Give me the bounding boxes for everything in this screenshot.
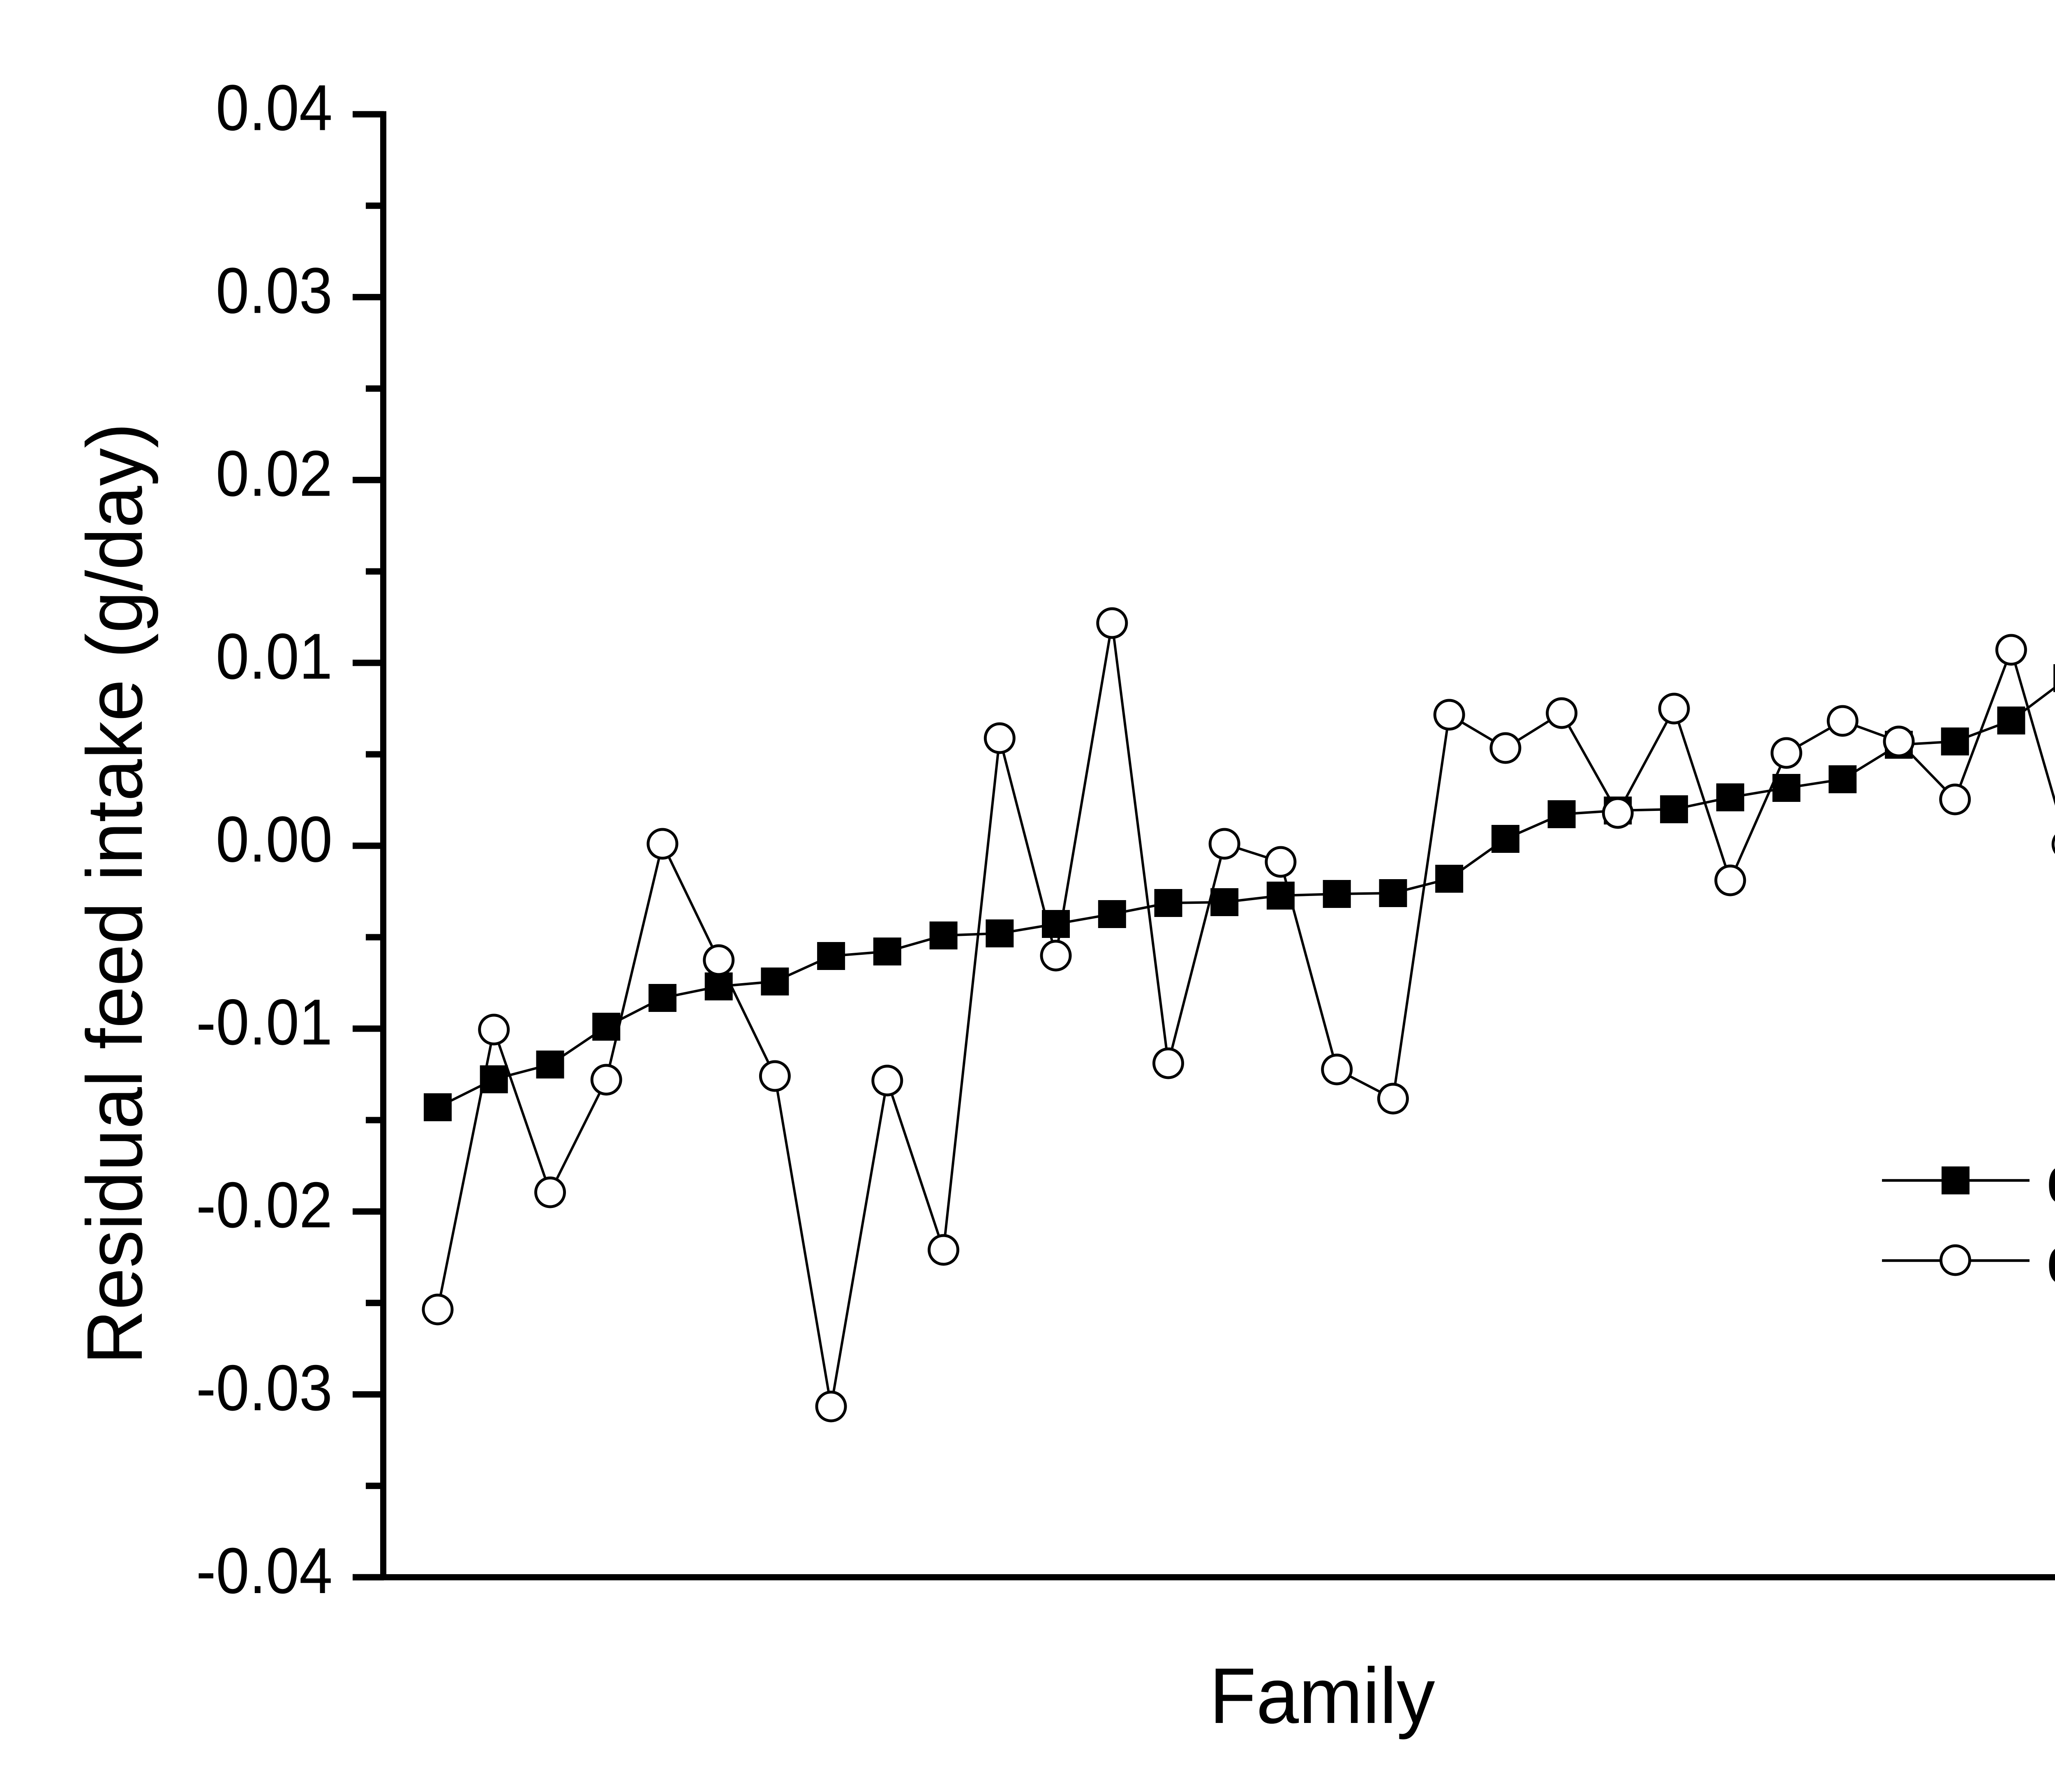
svg-text:-0.03: -0.03 [196,1352,332,1424]
svg-text:-0.04: -0.04 [196,1535,332,1607]
svg-text:day22-42: day22-42 [2046,1222,2055,1298]
svg-text:0.04: 0.04 [216,72,332,144]
svg-text:-0.01: -0.01 [196,986,332,1058]
svg-text:0.00: 0.00 [216,803,332,875]
svg-text:day1-21: day1-21 [2046,1141,2055,1217]
svg-text:Family: Family [1210,1651,1435,1740]
svg-text:Residual feed intake (g/day): Residual feed intake (g/day) [70,423,159,1365]
svg-text:0.02: 0.02 [216,437,332,510]
svg-text:0.01: 0.01 [216,620,332,693]
svg-text:0.03: 0.03 [216,254,332,327]
svg-text:-0.02: -0.02 [196,1169,332,1241]
